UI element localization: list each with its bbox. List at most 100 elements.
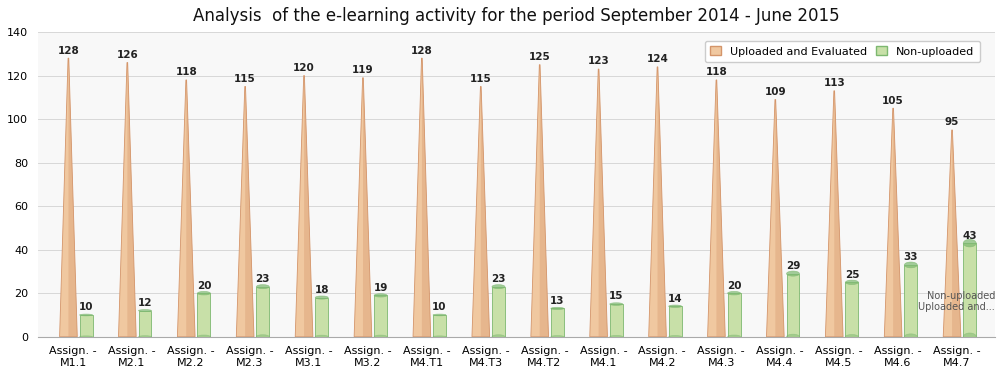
Polygon shape	[826, 91, 843, 337]
Ellipse shape	[727, 291, 740, 295]
Ellipse shape	[492, 335, 505, 339]
Polygon shape	[767, 99, 785, 337]
Polygon shape	[835, 91, 843, 337]
Polygon shape	[893, 108, 902, 337]
Text: 10: 10	[79, 302, 93, 312]
Text: 128: 128	[57, 45, 79, 56]
Ellipse shape	[257, 285, 270, 289]
Ellipse shape	[316, 335, 329, 338]
Text: 119: 119	[352, 65, 374, 75]
Polygon shape	[304, 76, 313, 337]
Ellipse shape	[668, 305, 681, 308]
Ellipse shape	[963, 333, 976, 340]
Polygon shape	[776, 99, 785, 337]
Polygon shape	[236, 87, 254, 337]
Ellipse shape	[905, 262, 917, 268]
Text: 20: 20	[726, 280, 741, 291]
Ellipse shape	[963, 239, 976, 247]
Text: 19: 19	[374, 283, 388, 293]
Text: 13: 13	[550, 296, 564, 306]
Text: 118: 118	[705, 68, 727, 77]
Polygon shape	[118, 63, 136, 337]
Text: 105: 105	[883, 96, 904, 106]
Polygon shape	[422, 58, 431, 337]
Polygon shape	[481, 87, 490, 337]
Ellipse shape	[374, 335, 387, 338]
Text: 115: 115	[234, 74, 257, 84]
Polygon shape	[472, 87, 490, 337]
Text: 115: 115	[470, 74, 492, 84]
Polygon shape	[354, 78, 372, 337]
Text: 33: 33	[904, 252, 918, 262]
Bar	[551, 309, 564, 337]
Text: 126: 126	[116, 50, 138, 60]
Ellipse shape	[727, 335, 740, 339]
Polygon shape	[363, 78, 372, 337]
Ellipse shape	[905, 334, 917, 340]
Bar	[963, 243, 976, 337]
Polygon shape	[127, 63, 136, 337]
Ellipse shape	[138, 336, 151, 338]
Text: 23: 23	[256, 274, 271, 284]
Polygon shape	[68, 58, 77, 337]
Bar	[787, 274, 800, 337]
Polygon shape	[296, 76, 313, 337]
Bar	[905, 265, 917, 337]
Ellipse shape	[551, 307, 564, 310]
Ellipse shape	[197, 291, 210, 295]
Text: 124: 124	[646, 54, 668, 64]
Bar	[138, 310, 151, 337]
Ellipse shape	[316, 296, 329, 299]
Legend: Uploaded and Evaluated, Non-uploaded: Uploaded and Evaluated, Non-uploaded	[704, 40, 980, 62]
Polygon shape	[598, 69, 607, 337]
Text: 10: 10	[432, 302, 447, 312]
Bar	[668, 306, 681, 337]
Ellipse shape	[492, 285, 505, 289]
Polygon shape	[648, 67, 666, 337]
Text: 118: 118	[175, 68, 197, 77]
Ellipse shape	[668, 336, 681, 338]
Polygon shape	[413, 58, 431, 337]
Ellipse shape	[787, 334, 800, 339]
Bar	[316, 297, 329, 337]
Bar	[433, 315, 446, 337]
Polygon shape	[716, 80, 725, 337]
Bar	[610, 304, 623, 337]
Text: 25: 25	[845, 270, 859, 280]
Text: 18: 18	[315, 285, 329, 295]
Polygon shape	[707, 80, 725, 337]
Text: 95: 95	[945, 117, 959, 128]
Text: 128: 128	[411, 45, 433, 56]
Text: 14: 14	[668, 294, 682, 304]
Ellipse shape	[846, 280, 859, 285]
Text: 120: 120	[294, 63, 315, 73]
Ellipse shape	[138, 310, 151, 312]
Bar	[846, 282, 859, 337]
Polygon shape	[245, 87, 254, 337]
Ellipse shape	[551, 336, 564, 338]
Ellipse shape	[79, 314, 92, 316]
Polygon shape	[177, 80, 195, 337]
Ellipse shape	[79, 336, 92, 338]
Text: Non-uploaded
Uploaded and...: Non-uploaded Uploaded and...	[918, 291, 995, 312]
Bar	[374, 296, 387, 337]
Bar	[492, 286, 505, 337]
Ellipse shape	[374, 294, 387, 297]
Ellipse shape	[610, 303, 623, 305]
Bar	[257, 286, 270, 337]
Ellipse shape	[610, 335, 623, 338]
Polygon shape	[540, 65, 548, 337]
Polygon shape	[885, 108, 902, 337]
Polygon shape	[943, 130, 961, 337]
Text: 23: 23	[491, 274, 506, 284]
Text: 113: 113	[824, 78, 845, 88]
Ellipse shape	[433, 336, 446, 338]
Text: 109: 109	[765, 87, 787, 97]
Title: Analysis  of the e-learning activity for the period September 2014 - June 2015: Analysis of the e-learning activity for …	[193, 7, 840, 25]
Bar	[197, 293, 210, 337]
Polygon shape	[186, 80, 195, 337]
Text: 15: 15	[609, 291, 623, 302]
Ellipse shape	[433, 314, 446, 316]
Text: 123: 123	[588, 57, 609, 66]
Text: 29: 29	[786, 261, 801, 271]
